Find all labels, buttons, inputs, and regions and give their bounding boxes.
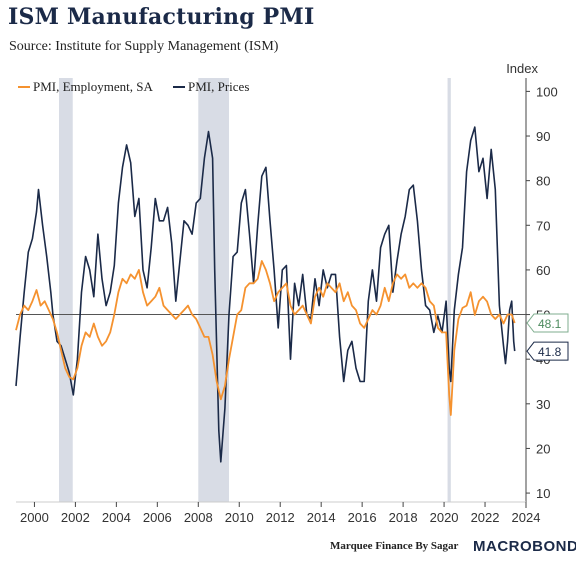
last-value-text: 41.8: [538, 345, 562, 359]
last-value-badge-prices: 41.8: [526, 341, 569, 361]
x-tick-label: 2020: [430, 510, 459, 525]
last-value-badge-shape: [526, 313, 569, 333]
legend-label-prices: PMI, Prices: [188, 79, 249, 94]
chart-title: ISM Manufacturing PMI: [8, 4, 315, 30]
x-tick-label: 2004: [102, 510, 131, 525]
series-line-prices: [15, 126, 516, 463]
y-tick-label: 100: [536, 84, 558, 99]
recession-band: [198, 78, 230, 502]
recession-band: [59, 78, 73, 502]
chart-subtitle: Source: Institute for Supply Management …: [9, 39, 279, 54]
last-value-badge-shape: [526, 341, 569, 361]
footer-credit: Marquee Finance By Sagar: [330, 540, 459, 552]
y-tick-label: 20: [536, 441, 550, 456]
grid-and-axes: 102030405060708090100Index20002002200420…: [16, 61, 558, 525]
y-tick-label: 30: [536, 397, 550, 412]
x-tick-label: 2016: [348, 510, 377, 525]
last-value-badge-employment: 48.1: [526, 313, 569, 333]
legend: PMI, Employment, SA PMI, Prices: [18, 79, 249, 94]
legend-label-employment: PMI, Employment, SA: [33, 79, 154, 94]
recession-band: [447, 78, 451, 502]
x-tick-label: 2014: [307, 510, 336, 525]
y-axis-title: Index: [506, 61, 538, 76]
x-tick-label: 2006: [143, 510, 172, 525]
x-tick-label: 2018: [389, 510, 418, 525]
x-tick-label: 2002: [61, 510, 90, 525]
series-lines: [15, 126, 516, 463]
y-tick-label: 80: [536, 174, 550, 189]
x-tick-label: 2010: [225, 510, 254, 525]
y-tick-label: 90: [536, 129, 550, 144]
x-tick-label: 2024: [512, 510, 541, 525]
y-tick-label: 10: [536, 486, 550, 501]
x-tick-label: 2000: [20, 510, 49, 525]
x-tick-label: 2008: [184, 510, 213, 525]
value-labels: 48.1 41.8: [526, 313, 569, 361]
series-line-employment: [15, 260, 516, 416]
x-tick-label: 2022: [471, 510, 500, 525]
last-value-text: 48.1: [538, 317, 562, 331]
y-tick-label: 60: [536, 263, 550, 278]
macrobond-logo: MACROBOND: [473, 538, 576, 555]
x-tick-label: 2012: [266, 510, 295, 525]
y-tick-label: 70: [536, 218, 550, 233]
